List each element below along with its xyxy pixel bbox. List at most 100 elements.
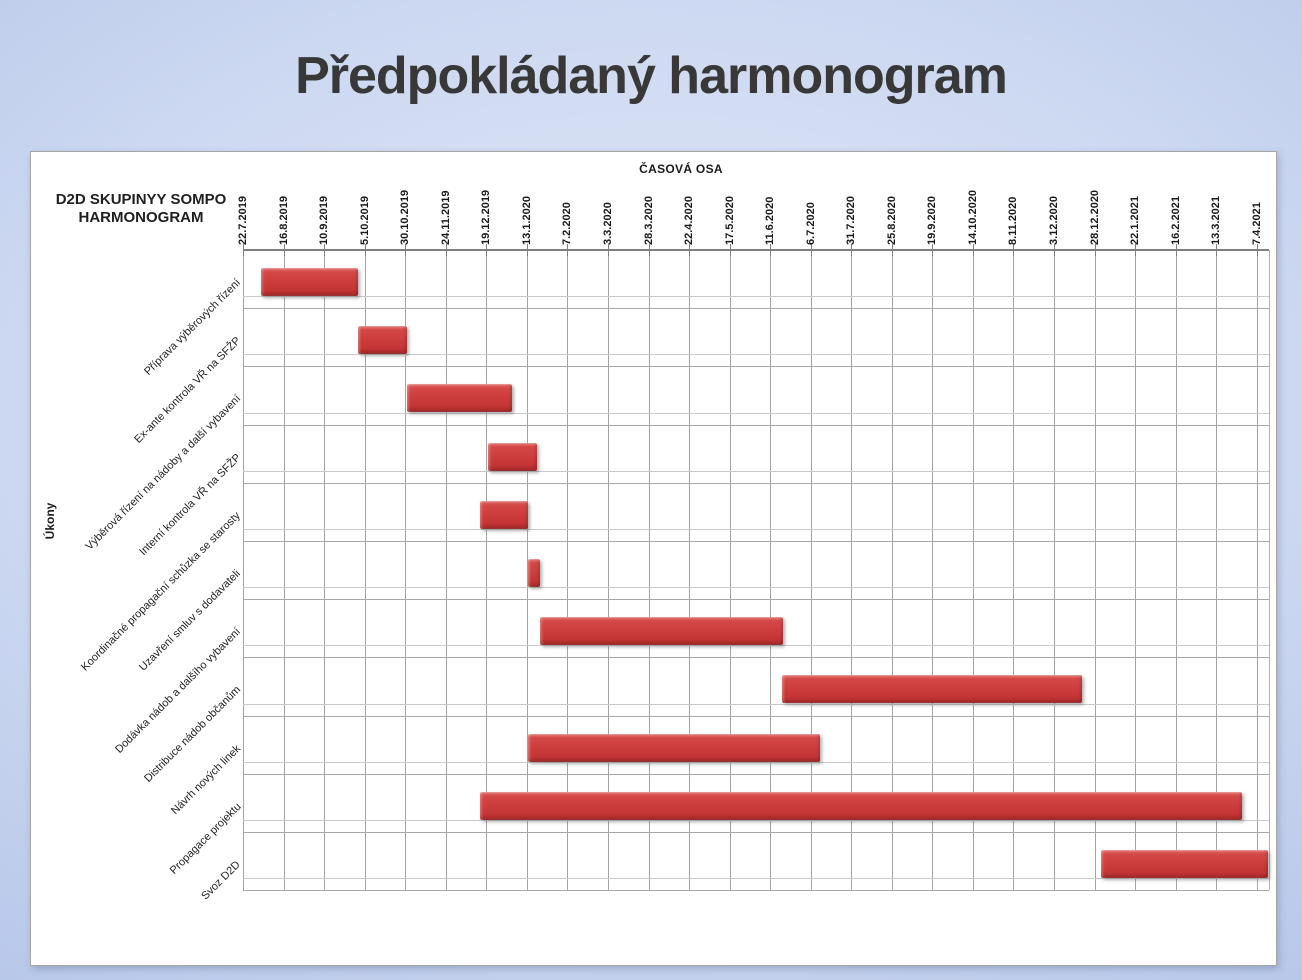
- axis-tick: [1094, 244, 1096, 256]
- date-gridline: [648, 250, 650, 890]
- date-label: 3.3.2020: [601, 202, 614, 245]
- task-label: Uzavření smluv s dodavateli: [137, 567, 244, 674]
- axis-tick: [770, 244, 772, 256]
- axis-tick: [567, 244, 569, 256]
- slide-title: Předpokládaný harmonogram: [295, 47, 1008, 105]
- task-label: Distribuce nádob občanům: [142, 684, 244, 786]
- date-gridline: [689, 250, 691, 890]
- date-gridline: [1013, 250, 1015, 890]
- task-label: Příprava výběrových řízení: [142, 276, 244, 378]
- date-label: 28.12.2020: [1088, 189, 1101, 245]
- date-label: 5.10.2019: [358, 196, 371, 245]
- date-label: 13.3.2021: [1210, 196, 1223, 245]
- date-label: 22.7.2019: [237, 196, 249, 245]
- date-gridline: [972, 250, 974, 890]
- axis-tick: [851, 244, 853, 256]
- row-inner-line: [243, 529, 1269, 530]
- date-label: 24.11.2019: [439, 190, 452, 245]
- gantt-bar: [406, 384, 513, 413]
- row-separator-line: [243, 599, 1269, 601]
- date-gridline: [526, 250, 528, 890]
- plot-right-border: [1269, 250, 1270, 890]
- gantt-bar: [528, 733, 821, 762]
- date-gridline: [1054, 250, 1055, 890]
- tasks-axis-label: Úkony: [43, 502, 57, 540]
- axis-tick: [283, 244, 285, 256]
- chart-header-title: D2D SKUPINYY SOMPO HARMONOGRAM: [39, 191, 243, 228]
- date-gridline: [729, 250, 731, 890]
- date-label: 16.2.2021: [1169, 196, 1182, 245]
- row-inner-line: [243, 412, 1269, 414]
- task-label: Svoz D2D: [199, 858, 244, 903]
- date-label: 22.1.2021: [1129, 196, 1142, 245]
- date-label: 25.8.2020: [885, 196, 898, 245]
- date-label: 11.6.2020: [764, 196, 777, 245]
- gantt-bar: [260, 268, 359, 296]
- chart-header-line2: HARMONOGRAM: [78, 209, 204, 227]
- row-separator-line: [243, 308, 1269, 310]
- date-label: 30.10.2019: [399, 189, 412, 245]
- axis-tick: [526, 244, 528, 256]
- date-label: 22.4.2020: [683, 196, 696, 245]
- time-axis-line: [243, 249, 1269, 251]
- date-label: 16.8.2019: [277, 196, 290, 245]
- date-gridline: [851, 250, 853, 890]
- date-label: 31.7.2020: [845, 196, 858, 245]
- date-gridline: [1216, 250, 1218, 890]
- date-gridline: [1094, 250, 1096, 890]
- axis-tick: [486, 244, 488, 256]
- date-label: 17.5.2020: [723, 196, 736, 245]
- date-label: 19.12.2019: [480, 189, 493, 245]
- row-inner-line: [243, 761, 1269, 763]
- row-inner-line: [243, 296, 1269, 298]
- row-inner-line: [243, 587, 1269, 589]
- axis-tick: [405, 244, 407, 256]
- date-label: 13.1.2020: [520, 196, 533, 245]
- axis-tick: [364, 244, 366, 256]
- date-gridline: [891, 250, 893, 890]
- date-label: 7.2.2020: [561, 202, 574, 245]
- date-label: 8.11.2020: [1007, 196, 1020, 245]
- axis-tick: [445, 244, 447, 256]
- time-axis-title: ČASOVÁ OSA: [639, 162, 723, 176]
- date-label: 10.9.2019: [318, 196, 331, 245]
- date-label: 6.7.2020: [804, 202, 817, 245]
- date-gridline: [283, 250, 285, 890]
- gantt-bar: [539, 617, 784, 646]
- date-gridline: [486, 250, 488, 890]
- gantt-bar: [1101, 850, 1269, 878]
- row-inner-line: [243, 820, 1269, 821]
- axis-tick: [932, 244, 934, 256]
- date-gridline: [1135, 250, 1137, 890]
- row-inner-line: [243, 354, 1269, 356]
- row-separator-line: [243, 715, 1269, 717]
- axis-tick: [810, 244, 812, 256]
- row-separator-line: [243, 773, 1269, 775]
- date-gridline: [364, 250, 366, 890]
- gantt-bar: [479, 791, 1243, 820]
- row-separator-line: [243, 482, 1269, 484]
- axis-tick: [243, 244, 244, 256]
- plot-area: 22.7.2019 16.8.2019 10.9.2019 5.10.2019 30.1…: [80, 190, 1270, 902]
- axis-tick: [607, 244, 609, 256]
- date-label: 14.10.2020: [966, 189, 979, 245]
- axis-tick: [1135, 244, 1137, 256]
- gantt-bar: [358, 326, 407, 355]
- row-separator-line: [243, 541, 1269, 542]
- axis-tick: [1054, 244, 1055, 256]
- date-gridline: [810, 250, 812, 890]
- date-gridline: [932, 250, 934, 890]
- date-label: 19.9.2020: [926, 196, 939, 245]
- date-gridline: [445, 250, 447, 890]
- gantt-bar: [487, 442, 537, 471]
- chart-header-line1: D2D SKUPINYY SOMPO: [55, 191, 227, 208]
- row-inner-line: [243, 703, 1269, 705]
- date-gridline: [1175, 250, 1177, 890]
- row-separator-line: [243, 890, 1269, 892]
- date-gridline: [770, 250, 772, 890]
- row-separator-line: [243, 832, 1269, 833]
- axis-tick: [324, 244, 326, 256]
- date-gridline: [243, 250, 244, 890]
- date-label: 7.4.2021: [1250, 202, 1263, 245]
- gantt-bar: [479, 500, 529, 529]
